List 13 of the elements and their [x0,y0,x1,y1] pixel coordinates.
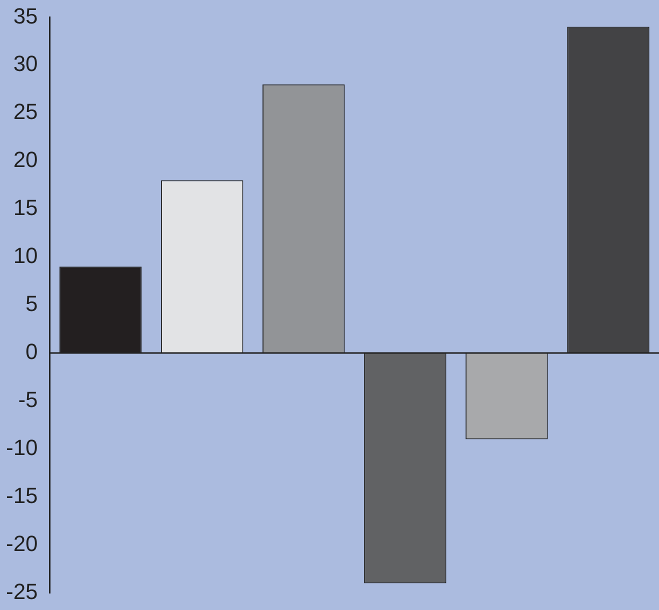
y-tick-label: 5 [26,291,38,316]
y-tick-label: 25 [13,99,38,124]
y-tick-label: 30 [13,51,38,76]
y-tick-label: 15 [13,195,38,220]
y-tick-label: -20 [6,530,38,556]
y-tick-label: -25 [6,578,38,604]
y-tick-label: 20 [13,147,38,172]
y-tick-label: -10 [6,434,38,460]
y-tick-label: 10 [13,243,38,268]
y-tick-label: -15 [6,482,38,508]
y-tick-label: -5 [18,386,38,412]
y-tick-label: 0 [26,339,38,364]
y-tick-label: 35 [13,3,38,28]
